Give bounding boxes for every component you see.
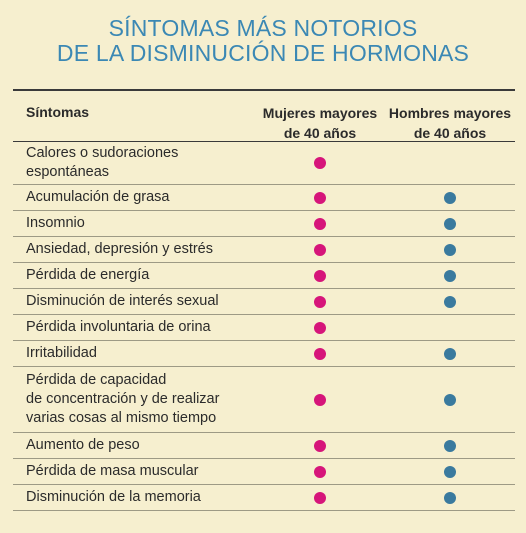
women-dot-icon [314, 269, 326, 282]
symptom-label-line: Pérdida de capacidad [26, 372, 167, 388]
symptom-label: Pérdida de capacidad de concentración y d… [13, 371, 255, 428]
men-dot-icon [444, 243, 456, 256]
table-row: Ansiedad, depresión y estrés [13, 237, 515, 263]
men-cell [385, 157, 515, 169]
header-women-line-2: de 40 años [283, 125, 357, 141]
men-cell [385, 465, 515, 478]
men-dot-icon [444, 295, 456, 308]
table-row: Disminución de interés sexual [13, 289, 515, 315]
women-dot-icon [314, 217, 326, 230]
symptom-label: Disminución de la memoria [13, 488, 255, 507]
men-cell [385, 295, 515, 308]
men-cell [385, 393, 515, 406]
men-dot-icon [444, 269, 456, 282]
symptom-label-line: Pérdida involuntaria de orina [26, 319, 211, 335]
women-dot-icon [314, 295, 326, 308]
symptom-label: Aumento de peso [13, 436, 255, 455]
women-cell [255, 491, 385, 504]
women-cell [255, 217, 385, 230]
women-dot-icon [314, 157, 326, 169]
symptom-label-line: Insomnio [26, 215, 85, 231]
women-dot-icon [314, 393, 326, 406]
table-row: Pérdida de capacidad de concentración y d… [13, 367, 515, 433]
symptom-label-line: Irritabilidad [26, 345, 97, 361]
symptom-label: Calores o sudoraciones espontáneas [13, 144, 255, 182]
women-cell [255, 347, 385, 360]
symptom-label-line: espontáneas [26, 164, 110, 180]
men-dot-icon [444, 217, 456, 230]
men-dot-icon [444, 191, 456, 204]
symptom-label-line: Calores o sudoraciones [26, 145, 179, 161]
header-women-line-1: Mujeres mayores [262, 105, 378, 121]
symptom-label-line: de concentración y de realizar [26, 391, 220, 407]
symptom-label: Ansiedad, depresión y estrés [13, 240, 255, 259]
symptom-label: Pérdida involuntaria de orina [13, 318, 255, 337]
men-cell [385, 347, 515, 360]
symptom-label-line: Pérdida de energía [26, 267, 150, 283]
men-dot-icon [444, 347, 456, 360]
men-cell [385, 491, 515, 504]
table-row: Pérdida de masa muscular [13, 459, 515, 485]
symptom-label: Disminución de interés sexual [13, 292, 255, 311]
table-row: Irritabilidad [13, 341, 515, 367]
women-cell [255, 321, 385, 334]
table-row: Acumulación de grasa [13, 185, 515, 211]
title-line-2: DE LA DISMINUCIÓN DE HORMONAS [56, 40, 470, 66]
women-cell [255, 191, 385, 204]
symptom-label-line: Aumento de peso [26, 437, 140, 453]
men-cell [385, 191, 515, 204]
men-cell [385, 217, 515, 230]
symptom-label-line: varias cosas al mismo tiempo [26, 410, 217, 426]
symptom-label-line: Disminución de interés sexual [26, 293, 219, 309]
men-dot-icon [444, 465, 456, 478]
women-cell [255, 157, 385, 169]
table-header: Síntomas Mujeres mayores de 40 años Homb… [13, 91, 515, 142]
symptom-label-line: Pérdida de masa muscular [26, 463, 199, 479]
women-cell [255, 295, 385, 308]
women-dot-icon [314, 191, 326, 204]
women-dot-icon [314, 321, 326, 334]
symptom-label: Acumulación de grasa [13, 188, 255, 207]
header-symptoms: Síntomas [26, 104, 90, 120]
header-men-line-2: de 40 años [413, 125, 487, 141]
table-row: Pérdida involuntaria de orina [13, 315, 515, 341]
men-dot-icon [444, 393, 456, 406]
symptom-label-line: Ansiedad, depresión y estrés [26, 241, 213, 257]
table-row: Calores o sudoraciones espontáneas [13, 142, 515, 185]
table-row: Aumento de peso [13, 433, 515, 459]
header-men: Hombres mayores de 40 años [385, 91, 515, 141]
women-dot-icon [314, 465, 326, 478]
women-dot-icon [314, 243, 326, 256]
men-dot-icon [444, 491, 456, 504]
symptom-label-line: Disminución de la memoria [26, 489, 201, 505]
women-cell [255, 465, 385, 478]
men-cell [385, 269, 515, 282]
title-line-1: SÍNTOMAS MÁS NOTORIOS [108, 15, 418, 41]
men-cell [385, 243, 515, 256]
symptom-label: Pérdida de energía [13, 266, 255, 285]
header-women: Mujeres mayores de 40 años [255, 91, 385, 141]
table-row: Disminución de la memoria [13, 485, 515, 511]
women-cell [255, 393, 385, 406]
symptom-label: Irritabilidad [13, 344, 255, 363]
table-body: Calores o sudoraciones espontáneas Acumula… [13, 142, 515, 511]
women-dot-icon [314, 347, 326, 360]
symptoms-table: Síntomas Mujeres mayores de 40 años Homb… [13, 89, 515, 511]
table-row: Insomnio [13, 211, 515, 237]
women-cell [255, 243, 385, 256]
women-cell [255, 269, 385, 282]
page-title: SÍNTOMAS MÁS NOTORIOS DE LA DISMINUCIÓN … [0, 16, 526, 66]
men-dot-icon [444, 439, 456, 452]
men-cell [385, 322, 515, 334]
table-row: Pérdida de energía [13, 263, 515, 289]
header-men-line-1: Hombres mayores [388, 105, 512, 121]
symptom-label: Pérdida de masa muscular [13, 462, 255, 481]
men-cell [385, 439, 515, 452]
women-dot-icon [314, 439, 326, 452]
symptom-label: Insomnio [13, 214, 255, 233]
symptom-label-line: Acumulación de grasa [26, 189, 170, 205]
women-cell [255, 439, 385, 452]
women-dot-icon [314, 491, 326, 504]
